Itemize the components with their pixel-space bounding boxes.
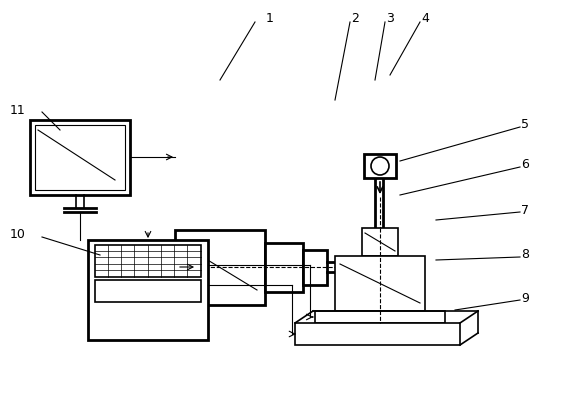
Text: 6: 6 xyxy=(521,158,529,171)
Bar xyxy=(95,245,201,277)
Bar xyxy=(265,243,303,292)
Bar xyxy=(95,280,201,302)
Bar xyxy=(335,256,425,311)
Bar xyxy=(362,228,398,256)
Text: 5: 5 xyxy=(521,118,529,131)
Bar xyxy=(364,154,396,178)
Text: 11: 11 xyxy=(10,104,26,117)
Bar xyxy=(88,240,208,340)
Bar xyxy=(303,250,327,285)
Bar xyxy=(35,125,125,190)
Bar xyxy=(295,323,460,345)
Text: 9: 9 xyxy=(521,291,529,304)
Bar xyxy=(30,120,130,195)
Text: 8: 8 xyxy=(521,248,529,262)
Bar xyxy=(315,311,445,323)
Text: 10: 10 xyxy=(10,228,26,242)
Bar xyxy=(175,230,265,305)
Text: 3: 3 xyxy=(386,11,394,24)
Text: 1: 1 xyxy=(266,11,274,24)
Text: 4: 4 xyxy=(421,11,429,24)
Text: 2: 2 xyxy=(351,11,359,24)
Text: 7: 7 xyxy=(521,204,529,217)
